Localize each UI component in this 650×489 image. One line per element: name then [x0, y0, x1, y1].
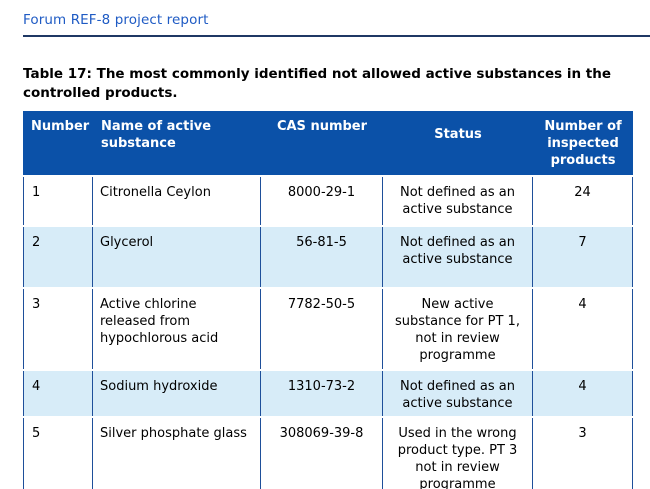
cell-cas-number: 8000-29-1 [261, 177, 383, 225]
cell-cas-number: 56-81-5 [261, 227, 383, 287]
table-header-row: Number Name of active substance CAS numb… [23, 111, 633, 175]
cell-status: Not defined as an active substance [383, 177, 533, 225]
cell-cas-number: 1310-73-2 [261, 371, 383, 416]
cell-number: 5 [23, 418, 93, 489]
cell-status: Used in the wrong product type. PT 3 not… [383, 418, 533, 489]
cell-inspected-count: 4 [533, 289, 633, 369]
cell-substance-name: Silver phosphate glass [93, 418, 261, 489]
col-header-name: Name of active substance [93, 111, 261, 175]
table-row: 2 Glycerol 56-81-5 Not defined as an act… [23, 227, 633, 287]
header-rule [23, 35, 650, 37]
cell-status: Not defined as an active substance [383, 371, 533, 416]
cell-substance-name: Sodium hydroxide [93, 371, 261, 416]
cell-cas-number: 308069-39-8 [261, 418, 383, 489]
cell-number: 3 [23, 289, 93, 369]
substances-table: Number Name of active substance CAS numb… [23, 109, 633, 489]
cell-inspected-count: 24 [533, 177, 633, 225]
table-row: 5 Silver phosphate glass 308069-39-8 Use… [23, 418, 633, 489]
table-row: 4 Sodium hydroxide 1310-73-2 Not defined… [23, 371, 633, 416]
cell-number: 1 [23, 177, 93, 225]
cell-status: Not defined as an active substance [383, 227, 533, 287]
col-header-inspected: Number of inspected products [533, 111, 633, 175]
cell-inspected-count: 3 [533, 418, 633, 489]
cell-number: 4 [23, 371, 93, 416]
running-header-title: Forum REF-8 project report [23, 12, 209, 28]
col-header-cas: CAS number [261, 111, 383, 175]
col-header-status: Status [383, 111, 533, 175]
cell-substance-name: Glycerol [93, 227, 261, 287]
cell-substance-name: Active chlorine released from hypochloro… [93, 289, 261, 369]
cell-number: 2 [23, 227, 93, 287]
cell-inspected-count: 7 [533, 227, 633, 287]
cell-status: New active substance for PT 1, not in re… [383, 289, 533, 369]
table-row: 3 Active chlorine released from hypochlo… [23, 289, 633, 369]
col-header-number: Number [23, 111, 93, 175]
cell-inspected-count: 4 [533, 371, 633, 416]
table-caption: Table 17: The most commonly identified n… [23, 66, 611, 101]
table-row: 1 Citronella Ceylon 8000-29-1 Not define… [23, 177, 633, 225]
cell-substance-name: Citronella Ceylon [93, 177, 261, 225]
cell-cas-number: 7782-50-5 [261, 289, 383, 369]
